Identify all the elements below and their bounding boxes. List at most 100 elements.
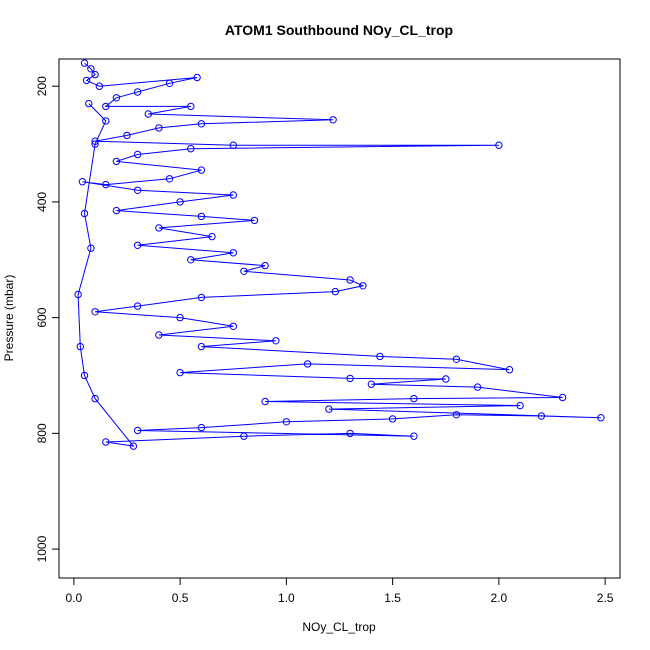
data-point [505, 366, 514, 374]
data-point [240, 267, 248, 275]
x-tick-label: 0.5 [172, 591, 189, 605]
chart-title: ATOM1 Southbound NOy_CL_trop [225, 22, 453, 38]
x-tick-label: 1.0 [278, 591, 295, 605]
data-point [197, 120, 206, 128]
data-point [516, 401, 524, 410]
data-point [133, 88, 142, 96]
data-point [197, 293, 206, 302]
data-point [91, 137, 99, 145]
data-point [91, 394, 99, 403]
x-tick-label: 1.5 [384, 591, 401, 605]
data-point [197, 166, 206, 174]
data-point [91, 70, 99, 79]
data-point [473, 383, 482, 391]
data-point [176, 313, 184, 322]
data-point [87, 65, 95, 73]
data-point [442, 375, 450, 383]
data-point [102, 438, 110, 446]
data-point [325, 405, 333, 413]
data-point [558, 393, 567, 402]
y-axis: 200 400 600 800 1000 [35, 76, 60, 562]
data-point [112, 157, 121, 166]
data-point [388, 415, 397, 423]
data-point [82, 76, 91, 85]
data-point [197, 423, 206, 432]
data-point [367, 380, 376, 388]
data-point [261, 397, 269, 406]
data-point [144, 110, 153, 118]
data-point [229, 191, 238, 199]
data-point [410, 394, 418, 403]
data-point [155, 331, 163, 339]
data-point [187, 102, 195, 111]
y-tick-label: 600 [35, 307, 49, 327]
data-point [250, 216, 259, 225]
x-tick-label: 0.0 [66, 591, 83, 605]
series-line [77, 62, 601, 447]
data-point [102, 102, 110, 111]
data-point [133, 186, 142, 195]
data-point [133, 426, 142, 435]
data-point [133, 150, 142, 159]
data-point [80, 209, 89, 218]
data-point [133, 241, 142, 250]
data-point [261, 261, 269, 270]
data-point [133, 302, 142, 310]
data-point [346, 429, 354, 438]
data-point [187, 256, 195, 264]
data-point [155, 124, 163, 132]
y-tick-label: 200 [35, 76, 49, 96]
data-point [80, 59, 89, 67]
data-point [272, 337, 280, 345]
data-layer [74, 59, 605, 450]
data-point [495, 141, 503, 149]
x-axis-label: NOy_CL_trop [302, 620, 376, 634]
data-point [129, 442, 138, 450]
data-point [359, 282, 367, 290]
plot-frame [58, 58, 621, 579]
data-point [91, 140, 99, 148]
data-point [329, 116, 337, 124]
y-tick-label: 1000 [35, 535, 49, 562]
data-point [597, 414, 605, 422]
data-point [452, 355, 461, 363]
data-point [197, 342, 206, 351]
data-point [229, 322, 238, 330]
data-point [229, 141, 238, 149]
data-point [76, 342, 85, 351]
x-axis: 0.0 0.5 1.0 1.5 2.0 2.5 [66, 577, 614, 605]
data-point [78, 178, 87, 186]
data-point [229, 249, 238, 257]
data-point [537, 412, 546, 420]
data-point [282, 418, 291, 426]
data-point [176, 368, 184, 377]
data-point [87, 244, 95, 252]
y-axis-label: Pressure (mbar) [2, 275, 16, 362]
data-point [346, 276, 354, 284]
x-tick-label: 2.0 [491, 591, 508, 605]
data-point [452, 411, 461, 419]
data-point [112, 94, 121, 102]
data-point [240, 432, 248, 440]
data-point [85, 99, 93, 108]
data-point [193, 73, 201, 82]
data-point [123, 131, 131, 140]
y-tick-label: 400 [35, 192, 49, 212]
data-point [346, 374, 354, 383]
data-point [165, 79, 174, 88]
data-point [410, 432, 418, 440]
data-point [102, 117, 110, 125]
data-point [176, 198, 184, 206]
data-point [80, 371, 89, 380]
data-point [376, 352, 384, 361]
data-point [155, 224, 163, 232]
data-point [208, 232, 216, 241]
data-point [95, 82, 104, 90]
data-point [74, 290, 82, 299]
data-point [303, 360, 312, 368]
data-point [112, 206, 121, 215]
data-point [102, 180, 110, 189]
data-point [165, 175, 174, 183]
x-tick-label: 2.5 [597, 591, 614, 605]
